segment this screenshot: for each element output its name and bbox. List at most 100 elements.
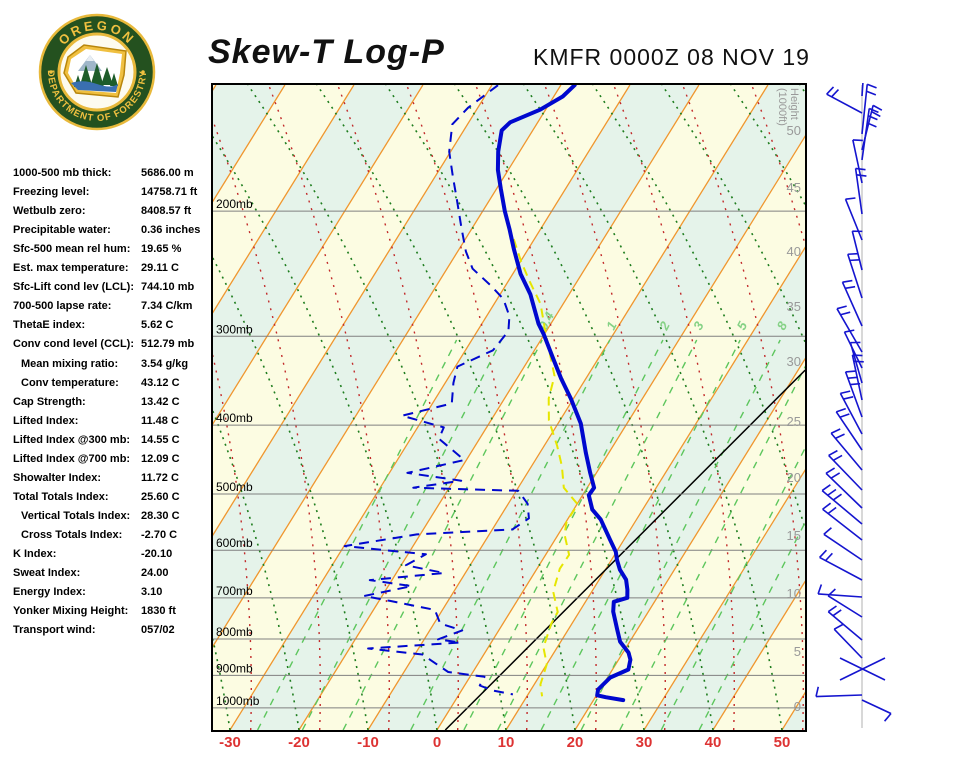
wind-barb <box>828 449 863 491</box>
index-value: 43.12 C <box>141 376 180 389</box>
index-label: Conv cond level (CCL): <box>13 338 135 351</box>
isotherm-line <box>436 135 805 730</box>
index-value: 0.36 inches <box>141 224 201 237</box>
isotherm-line <box>367 85 769 730</box>
index-value: -20.10 <box>141 548 173 560</box>
page-title: Skew-T Log-P <box>208 33 445 71</box>
dry-adiabat-line <box>247 85 507 730</box>
height-label: 35 <box>787 299 801 314</box>
dry-adiabat-line <box>213 409 300 730</box>
temp-tick-label: -20 <box>288 734 310 751</box>
wind-barb <box>841 279 863 327</box>
isotherm-line <box>298 85 700 730</box>
index-label: Showalter Index: <box>13 471 102 484</box>
index-label: Precipitable water: <box>13 224 111 237</box>
temp-tick-label: 50 <box>773 734 791 751</box>
index-value: 3.54 g/kg <box>141 357 189 370</box>
isotherm-line <box>213 85 355 314</box>
index-value: 14.55 C <box>141 433 180 446</box>
odf-seal-icon: OREGON DEPARTMENT OF FORESTRY <box>38 13 156 131</box>
height-label: 5 <box>794 644 801 659</box>
isotherm-line <box>213 85 424 425</box>
wind-barb <box>835 407 863 451</box>
pressure-label: 700mb <box>216 584 253 598</box>
index-label: Yonker Mixing Height: <box>13 605 129 618</box>
wind-barb-cross <box>839 657 886 681</box>
station-datetime: KMFR 0000Z 08 NOV 19 <box>533 44 810 70</box>
mixing-ratio-line <box>497 339 698 730</box>
temp-band <box>213 85 630 730</box>
index-label: K Index: <box>13 548 57 560</box>
index-value: 7.34 C/km <box>141 300 193 313</box>
wind-barb <box>861 107 879 161</box>
temp-tick-label: 30 <box>635 734 653 751</box>
index-value: 5686.00 m <box>141 167 194 179</box>
wind-barb <box>825 467 863 509</box>
index-label: Wetbulb zero: <box>13 205 86 218</box>
index-value: 1830 ft <box>141 605 176 618</box>
index-value: 13.42 C <box>141 395 180 408</box>
index-label: Lifted Index @300 mb: <box>13 433 131 446</box>
temp-tick-label: 10 <box>497 734 515 751</box>
mixing-ratio-line <box>256 339 458 730</box>
mixing-ratio-line <box>301 339 503 730</box>
wind-barb <box>851 230 863 271</box>
index-label: Freezing level: <box>13 186 90 199</box>
odf-logo: OREGON DEPARTMENT OF FORESTRY <box>38 13 156 131</box>
index-label: Total Totals Index: <box>13 490 109 503</box>
index-value: 11.72 C <box>141 471 179 484</box>
isotherm-line <box>213 85 286 203</box>
wind-barb <box>826 86 863 114</box>
dewpoint-trace <box>343 85 530 696</box>
index-label: Conv temperature: <box>21 376 119 389</box>
temp-band <box>368 85 805 730</box>
index-value: 14758.71 ft <box>141 186 198 199</box>
isotherm-line <box>712 580 805 730</box>
wind-barb <box>817 584 863 598</box>
temp-band <box>299 85 768 730</box>
temp-tick-label: 40 <box>704 734 722 751</box>
wind-barb <box>819 549 863 581</box>
pressure-label: 300mb <box>216 322 253 336</box>
mixing-ratio-line <box>619 365 805 730</box>
mixing-ratio-line <box>540 339 741 730</box>
wind-barb <box>830 428 863 471</box>
wind-barb-column <box>808 49 958 731</box>
index-label: Lifted Index @700 mb: <box>13 452 131 465</box>
dry-adiabat-line <box>523 85 783 730</box>
pressure-label: 200mb <box>216 197 253 211</box>
index-value: 3.10 <box>141 586 163 599</box>
temp-tick-label: 20 <box>566 734 584 751</box>
index-label: Transport wind: <box>13 624 96 637</box>
index-value: 512.79 mb <box>141 338 195 351</box>
wind-barb <box>844 370 863 418</box>
index-label: 700-500 lapse rate: <box>13 300 112 313</box>
pressure-label: 800mb <box>216 625 253 639</box>
wind-barb <box>823 527 863 561</box>
wind-barb <box>849 341 863 384</box>
index-label: Mean mixing ratio: <box>21 357 119 370</box>
height-label: 0 <box>794 699 801 714</box>
temperature-axis: -30 -20 -10 0 10 20 30 40 50 <box>213 734 805 754</box>
wind-barb <box>827 605 863 641</box>
index-label: Sweat Index: <box>13 567 81 580</box>
height-label: 25 <box>787 414 801 429</box>
dry-adiabat-line <box>213 135 438 730</box>
height-label: 15 <box>787 528 801 543</box>
wind-barb <box>847 252 863 299</box>
height-axis-title: Height(1000ft) <box>776 88 800 126</box>
index-value: 8408.57 ft <box>141 205 192 218</box>
index-value: 29.11 C <box>141 262 179 275</box>
wind-barb <box>821 484 863 525</box>
wind-barb <box>861 83 877 135</box>
isotherm-line <box>213 85 562 648</box>
dry-adiabat-line <box>316 85 576 730</box>
chart-layers: 0.4 1 2 3 5 8200mb300mb400mb500mb600mb700mb80… <box>213 85 805 730</box>
mixing-ratio-line <box>410 339 611 730</box>
isotherm-line <box>505 246 805 730</box>
height-label: 45 <box>787 180 801 195</box>
height-label: 20 <box>787 470 801 485</box>
index-label: ThetaE index: <box>13 319 86 332</box>
index-label: Vertical Totals Index: <box>21 509 131 522</box>
